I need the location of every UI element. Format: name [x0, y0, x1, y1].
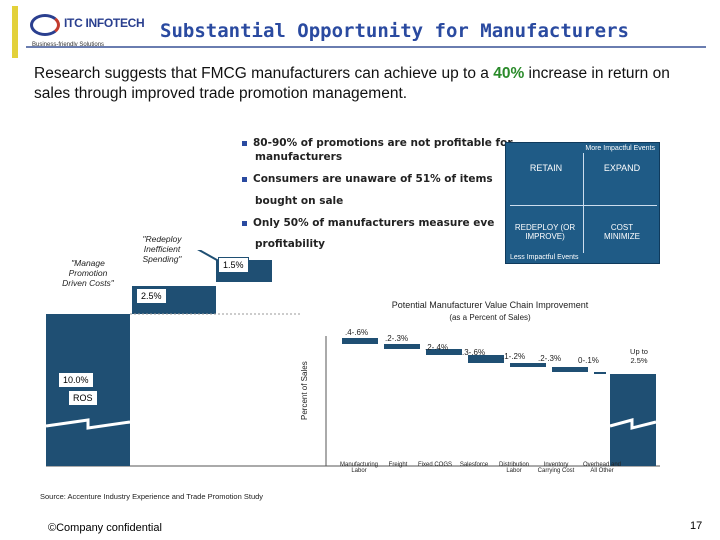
bullet-2-line1: Consumers are unaware of 51% of items — [253, 173, 493, 185]
bullet-1: 80-90% of promotions are not profitable … — [242, 137, 513, 149]
category-label: Inventory Carrying Cost — [537, 462, 575, 474]
step-bar — [510, 363, 546, 367]
company-logo: ITC INFOTECH Business-friendly Solutions — [26, 10, 145, 56]
logo-icon — [30, 14, 60, 36]
page-number: 17 — [690, 520, 703, 532]
logo-tagline: Business-friendly Solutions — [32, 42, 105, 48]
intro-text: Research suggests that FMCG manufacturer… — [34, 64, 704, 104]
bullet-marker-icon — [242, 140, 247, 146]
axis-break-icon — [45, 418, 131, 430]
bullet-3-line1: Only 50% of manufacturers measure eve — [253, 217, 495, 229]
chart-ylabel: Percent of Sales — [300, 361, 309, 420]
step-bar — [342, 338, 378, 344]
step-bar — [468, 355, 504, 363]
category-label: Salesforce — [459, 462, 489, 468]
ros-label: ROS — [68, 390, 98, 406]
value-label-5: .1-.2% — [502, 352, 526, 361]
step-bar — [384, 344, 420, 349]
quadrant-redeploy: REDEPLOY (OR IMPROVE) — [514, 223, 576, 241]
category-label: Manufacturing Labor — [339, 462, 379, 474]
axis-break-icon — [609, 418, 657, 430]
footer-confidential: ©Company confidential — [48, 522, 162, 534]
category-label: Distribution Labor — [498, 462, 529, 474]
manage-costs-label: "Manage Promotion Driven Costs" — [62, 258, 114, 288]
bullet-1-line1: 80-90% of promotions are not profitable … — [253, 137, 513, 149]
slide-title: Substantial Opportunity for Manufacturer… — [160, 20, 629, 42]
total-label: Up to 2.5% — [630, 347, 648, 365]
value-chain-chart — [45, 250, 660, 467]
intro-text-after: increase in return on sales through impr… — [34, 65, 670, 102]
bullet-2: Consumers are unaware of 51% of items — [242, 173, 493, 185]
value-label-6: .2-.3% — [538, 354, 562, 363]
quadrant-expand: EXPAND — [603, 163, 641, 173]
value-label-2: .2-.3% — [385, 334, 409, 343]
quadrant-retain: RETAIN — [529, 163, 563, 173]
chart-title: Potential Manufacturer Value Chain Impro… — [391, 300, 589, 310]
logo-brand: ITC INFOTECH — [64, 16, 145, 30]
bullet-marker-icon — [242, 176, 247, 182]
value-label-3: .2-.4% — [425, 343, 449, 352]
bullet-marker-icon — [242, 220, 247, 226]
step-bar — [594, 372, 606, 374]
step-bar — [552, 367, 588, 372]
value-label-1: .4-.6% — [345, 328, 369, 337]
impact-matrix: More Impactful Events RETAIN EXPAND REDE… — [505, 142, 660, 264]
matrix-top-label: More Impactful Events — [585, 145, 655, 152]
bullet-1-line2: manufacturers — [255, 151, 343, 163]
category-label: Overhead and All Other — [582, 462, 622, 474]
intro-highlight: 40% — [493, 65, 525, 82]
bullet-3: Only 50% of manufacturers measure eve — [242, 217, 494, 229]
intro-text-before: Research suggests that FMCG manufacturer… — [34, 65, 494, 82]
matrix-vertical-divider — [583, 153, 584, 253]
category-label: Freight — [388, 462, 408, 468]
source-note: Source: Accenture Industry Experience an… — [40, 492, 264, 501]
matrix-horizontal-divider — [510, 205, 657, 206]
matrix-bottom-label: Less Impactful Events — [510, 254, 579, 261]
ros-value: 10.0% — [58, 372, 94, 388]
pct-25-callout: 2.5% — [136, 288, 167, 304]
redeploy-spending-label: "Redeploy Inefficient Spending" — [142, 234, 182, 264]
pct-15-callout: 1.5% — [218, 257, 249, 273]
value-label-7: 0-.1% — [578, 356, 599, 365]
chart-subtitle: (as a Percent of Sales) — [449, 313, 531, 322]
value-label-4: .3-.6% — [462, 348, 486, 357]
step-bar — [426, 349, 462, 355]
header-divider — [26, 46, 706, 48]
bullet-3-line2: profitability — [255, 238, 325, 250]
bullet-2-line2: bought on sale — [255, 195, 344, 207]
quadrant-cost-minimize: COST MINIMIZE — [604, 223, 640, 241]
category-label: Fixed COGS — [417, 462, 452, 468]
header-accent-bar — [12, 6, 18, 58]
